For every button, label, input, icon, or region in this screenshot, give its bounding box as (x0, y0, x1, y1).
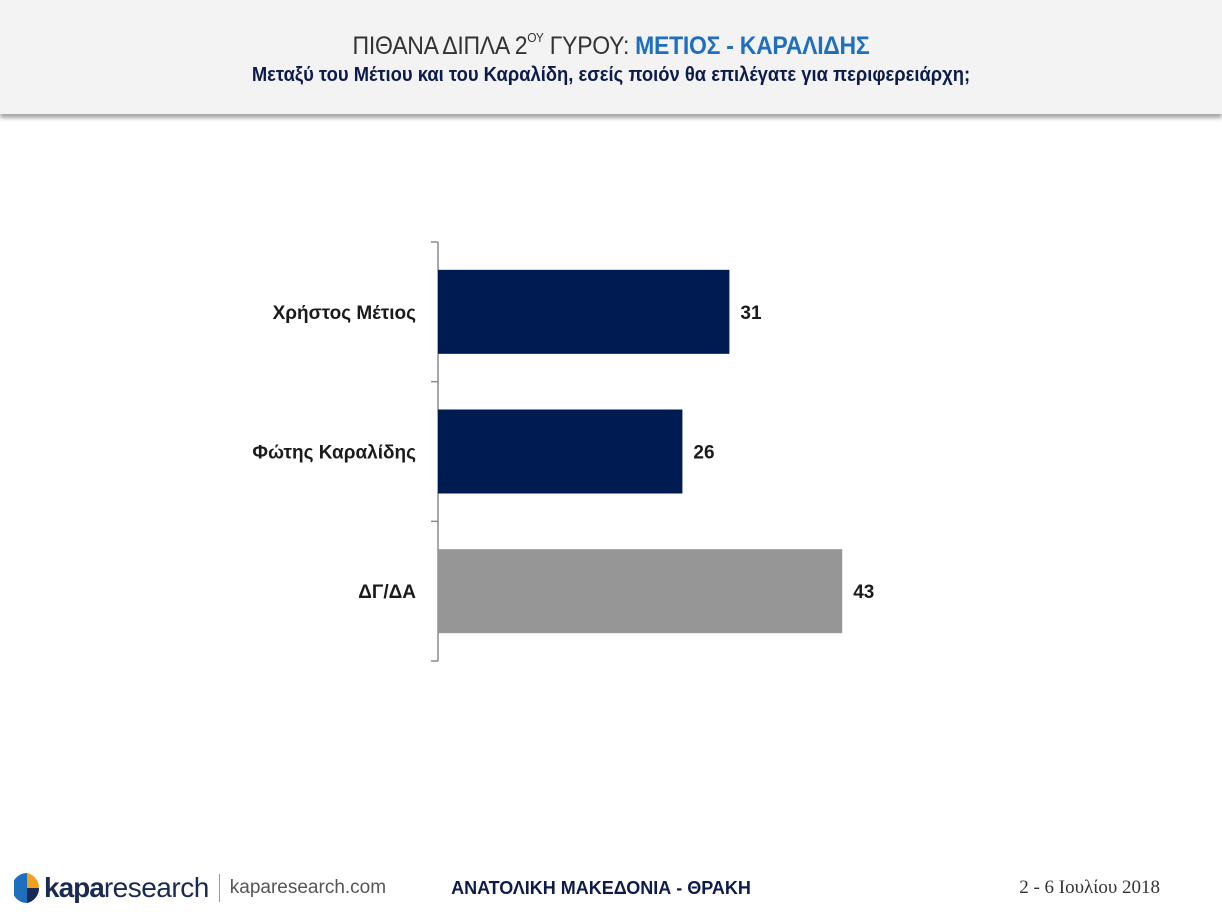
logo-kapa-text: kapa (44, 872, 105, 903)
bar-3 (438, 549, 843, 634)
header-banner: ΠΙΘΑΝΑ ΔΙΠΛΑ 2ΟΥ ΓΥΡΟΥ: ΜΕΤΙΟΣ - ΚΑΡΑΛΙΔ… (0, 0, 1222, 114)
page-subtitle: Μεταξύ του Μέτιου και του Καραλίδη, εσεί… (251, 64, 971, 86)
logo-mark-icon (14, 873, 40, 903)
title-prefix: ΠΙΘΑΝΑ ΔΙΠΛΑ 2 (352, 32, 528, 60)
data-label-3: 43 (853, 582, 874, 603)
title-superscript: ΟΥ (527, 30, 544, 45)
page-title: ΠΙΘΑΝΑ ΔΙΠΛΑ 2ΟΥ ΓΥΡΟΥ: ΜΕΤΙΟΣ - ΚΑΡΑΛΙΔ… (49, 30, 1173, 61)
title-middle: ΓΥΡΟΥ: (543, 32, 636, 60)
category-label-1: Χρήστος Μέτιος (273, 303, 417, 324)
bar-2 (438, 409, 683, 494)
website-link[interactable]: kaparesearch.com (229, 877, 387, 898)
category-label-3: ΔΓ/ΔΑ (358, 582, 416, 603)
bar-1 (438, 269, 730, 354)
logo-research-text: research (103, 872, 209, 903)
data-label-2: 26 (693, 443, 714, 464)
kapa-research-logo: kapa research kaparesearch.com (14, 868, 386, 908)
title-highlight: ΜΕΤΙΟΣ - ΚΑΡΑΛΙΔΗΣ (635, 32, 870, 60)
category-label-2: Φώτης Καραλίδης (252, 443, 416, 464)
data-label-1: 31 (740, 303, 762, 324)
region-label: ΑΝΑΤΟΛΙΚΗ ΜΑΚΕΔΟΝΙΑ - ΘΡΑΚΗ (451, 878, 751, 898)
logo-divider (218, 874, 220, 902)
survey-date: 2 - 6 Ιουλίου 2018 (1019, 877, 1160, 898)
